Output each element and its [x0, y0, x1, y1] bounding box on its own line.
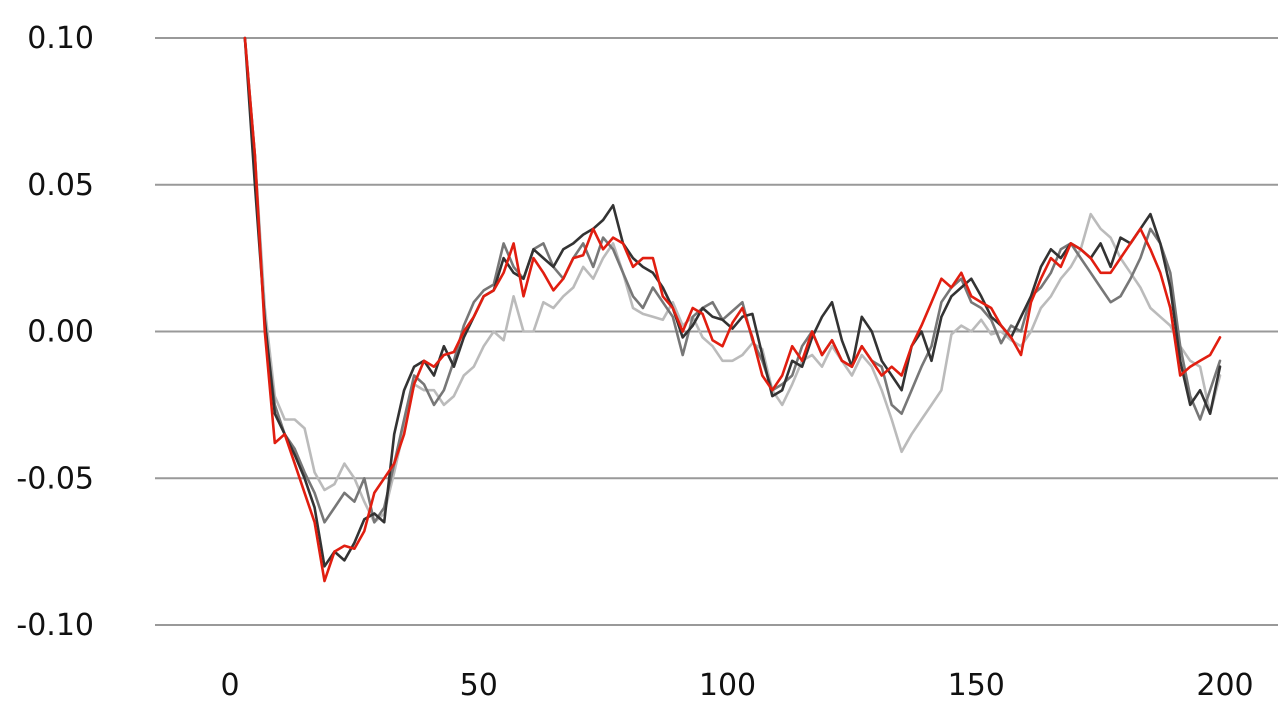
y-tick-label: 0.05: [27, 168, 94, 203]
x-tick-label: 200: [1196, 668, 1253, 703]
x-tick-label: 150: [948, 668, 1005, 703]
gridlines: [155, 37, 1278, 626]
x-axis-tick-labels: 0 50 100 150 200: [220, 668, 1253, 703]
y-tick-label: 0.00: [27, 315, 94, 350]
series-line-3: [243, 36, 1222, 568]
y-tick-label: -0.05: [16, 461, 94, 496]
series-line-2: [243, 36, 1222, 524]
y-tick-label: 0.10: [27, 21, 94, 56]
x-tick-label: 0: [220, 668, 239, 703]
x-tick-label: 100: [699, 668, 756, 703]
series-lines: [243, 36, 1222, 583]
series-line-4: [243, 36, 1222, 583]
y-tick-label: -0.10: [16, 608, 94, 643]
y-axis-tick-labels: 0.10 0.05 0.00 -0.05 -0.10: [16, 21, 94, 643]
x-tick-label: 50: [460, 668, 498, 703]
